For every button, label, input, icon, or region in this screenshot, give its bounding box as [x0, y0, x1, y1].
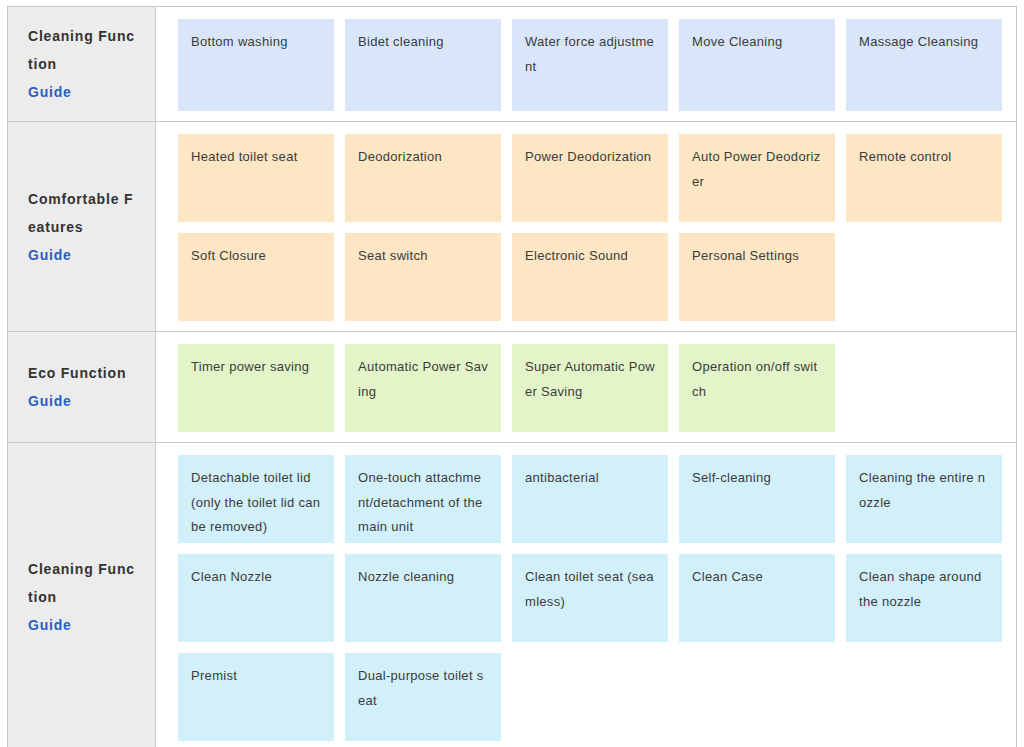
feature-card: Clean Nozzle — [178, 554, 334, 642]
category-label: Eco Function — [28, 359, 138, 387]
category-row-cleaning-function-1: Cleaning Function Guide Bottom washingBi… — [8, 7, 1016, 121]
guide-link-eco-function[interactable]: Guide — [28, 387, 72, 415]
category-label: Comfortable Features — [28, 185, 138, 241]
guide-link-comfortable-features[interactable]: Guide — [28, 241, 72, 269]
card-line: Detachable toilet lid (only the toilet l… — [178, 455, 1008, 543]
feature-card: Super Automatic Power Saving — [512, 344, 668, 432]
feature-card: Massage Cleansing — [846, 19, 1002, 111]
feature-card: Seat switch — [345, 233, 501, 321]
card-line: Heated toilet seatDeodorizationPower Deo… — [178, 134, 1008, 222]
category-row-comfortable-features: Comfortable Features Guide Heated toilet… — [8, 121, 1016, 331]
card-line: Timer power savingAutomatic Power Saving… — [178, 344, 1008, 432]
feature-card: One-touch attachment/detachment of the m… — [345, 455, 501, 543]
category-cell: Comfortable Features Guide — [8, 122, 156, 331]
feature-card: Move Cleaning — [679, 19, 835, 111]
category-cards: Detachable toilet lid (only the toilet l… — [156, 443, 1016, 747]
category-cards: Heated toilet seatDeodorizationPower Deo… — [156, 122, 1016, 331]
feature-card: Clean toilet seat (seamless) — [512, 554, 668, 642]
feature-card: Clean shape around the nozzle — [846, 554, 1002, 642]
feature-card: Automatic Power Saving — [345, 344, 501, 432]
category-label: Cleaning Function — [28, 555, 138, 611]
feature-card: Nozzle cleaning — [345, 554, 501, 642]
feature-card: Operation on/off switch — [679, 344, 835, 432]
feature-card: Clean Case — [679, 554, 835, 642]
feature-card: Self-cleaning — [679, 455, 835, 543]
feature-card: Personal Settings — [679, 233, 835, 321]
feature-card: Auto Power Deodorizer — [679, 134, 835, 222]
card-line: PremistDual-purpose toilet seat — [178, 653, 1008, 741]
card-line: Bottom washingBidet cleaningWater force … — [178, 19, 1008, 111]
feature-card: Remote control — [846, 134, 1002, 222]
feature-card: Cleaning the entire nozzle — [846, 455, 1002, 543]
feature-card: Timer power saving — [178, 344, 334, 432]
category-row-cleaning-function-2: Cleaning Function Guide Detachable toile… — [8, 442, 1016, 747]
category-cards: Timer power savingAutomatic Power Saving… — [156, 332, 1016, 442]
category-cell: Cleaning Function Guide — [8, 7, 156, 121]
category-cell: Cleaning Function Guide — [8, 443, 156, 747]
feature-card: Water force adjustment — [512, 19, 668, 111]
feature-card: antibacterial — [512, 455, 668, 543]
feature-card: Dual-purpose toilet seat — [345, 653, 501, 741]
feature-card: Soft Closure — [178, 233, 334, 321]
feature-card: Bottom washing — [178, 19, 334, 111]
card-line: Soft ClosureSeat switchElectronic SoundP… — [178, 233, 1008, 321]
feature-card: Premist — [178, 653, 334, 741]
feature-card: Power Deodorization — [512, 134, 668, 222]
feature-card: Bidet cleaning — [345, 19, 501, 111]
category-cards: Bottom washingBidet cleaningWater force … — [156, 7, 1016, 121]
category-row-eco-function: Eco Function Guide Timer power savingAut… — [8, 331, 1016, 442]
feature-card: Electronic Sound — [512, 233, 668, 321]
page: Cleaning Function Guide Bottom washingBi… — [0, 0, 1024, 747]
feature-table: Cleaning Function Guide Bottom washingBi… — [7, 6, 1017, 747]
guide-link-cleaning-function-2[interactable]: Guide — [28, 611, 72, 639]
category-label: Cleaning Function — [28, 22, 138, 78]
feature-card: Deodorization — [345, 134, 501, 222]
card-line: Clean NozzleNozzle cleaningClean toilet … — [178, 554, 1008, 642]
feature-card: Heated toilet seat — [178, 134, 334, 222]
feature-card: Detachable toilet lid (only the toilet l… — [178, 455, 334, 543]
guide-link-cleaning-function-1[interactable]: Guide — [28, 78, 72, 106]
category-cell: Eco Function Guide — [8, 332, 156, 442]
